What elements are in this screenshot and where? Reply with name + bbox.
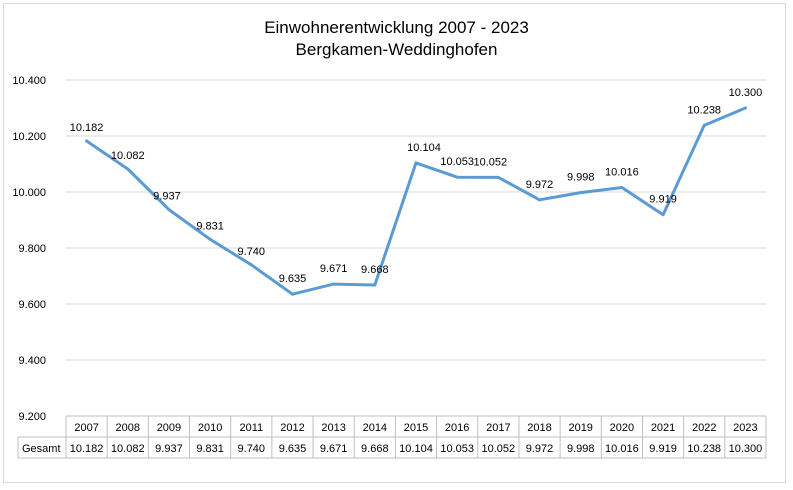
data-label: 10.182	[70, 122, 104, 134]
y-tick-label: 9.800	[18, 243, 46, 255]
data-label: 10.053	[440, 156, 474, 168]
y-axis-ticks: 9.200 9.400 9.600 9.800 10.000 10.200 10.400	[12, 75, 46, 423]
data-label: 9.635	[279, 273, 307, 285]
x-tick-label: 2022	[692, 422, 716, 434]
data-point	[620, 186, 624, 190]
x-tick-label: 2011	[239, 422, 263, 434]
data-label: 9.937	[153, 191, 181, 203]
x-tick-label: 2012	[280, 422, 304, 434]
data-label: 9.972	[526, 179, 554, 191]
table-value-cell: 9.998	[567, 443, 595, 455]
x-tick-label: 2010	[198, 422, 222, 434]
x-tick-label: 2021	[651, 422, 675, 434]
table-value-cell: 9.972	[526, 443, 554, 455]
data-point	[579, 191, 583, 195]
x-tick-label: 2014	[363, 422, 387, 434]
x-tick-label: 2017	[486, 422, 510, 434]
table-value-cell: 10.300	[729, 443, 763, 455]
data-label: 9.671	[320, 263, 348, 275]
data-point	[538, 198, 542, 202]
table-value-cell: 9.937	[155, 443, 183, 455]
data-point	[496, 175, 500, 179]
data-labels: 10.182 10.082 9.937 9.831 9.740 9.635 9.671 9.6…	[70, 87, 762, 285]
table-value-cell: 10.052	[482, 443, 516, 455]
x-tick-label: 2009	[157, 422, 181, 434]
data-point	[373, 283, 377, 287]
data-point	[661, 213, 665, 217]
data-point	[455, 175, 459, 179]
data-label: 9.831	[196, 220, 224, 232]
data-point	[85, 139, 89, 143]
x-tick-label: 2015	[404, 422, 428, 434]
table-value-cell: 9.919	[649, 443, 677, 455]
table-value-cell: 10.104	[399, 443, 433, 455]
x-tick-label: 2016	[445, 422, 469, 434]
x-tick-label: 2020	[610, 422, 634, 434]
chart-title: Einwohnerentwicklung 2007 - 2023	[264, 18, 529, 37]
data-label: 10.082	[111, 150, 145, 162]
data-point	[126, 167, 130, 171]
data-label: 9.919	[649, 194, 677, 206]
chart-subtitle: Bergkamen-Weddinghofen	[295, 40, 498, 59]
table-value-cell: 9.635	[279, 443, 307, 455]
x-tick-label: 2018	[527, 422, 551, 434]
data-label: 9.998	[567, 172, 595, 184]
x-tick-label: 2008	[116, 422, 140, 434]
table-value-cell: 9.831	[196, 443, 224, 455]
data-label: 10.300	[729, 87, 763, 99]
data-point	[702, 123, 706, 127]
y-tick-label: 10.200	[12, 131, 46, 143]
y-tick-label: 10.000	[12, 187, 46, 199]
x-tick-label: 2019	[568, 422, 592, 434]
table-value-cell: 10.238	[687, 443, 721, 455]
table-value-cell: 10.053	[440, 443, 474, 455]
x-tick-label: 2013	[321, 422, 345, 434]
table-value-cell: 9.668	[361, 443, 389, 455]
gridlines	[66, 79, 766, 417]
chart-frame	[3, 3, 786, 483]
table-row-header: Gesamt	[22, 443, 61, 455]
x-tick-label: 2023	[733, 422, 757, 434]
data-point	[332, 282, 336, 286]
x-tick-label: 2007	[74, 422, 98, 434]
table-value-cell: 9.671	[320, 443, 348, 455]
table-value-cell: 10.082	[111, 443, 145, 455]
data-label: 10.052	[474, 156, 508, 168]
data-point	[414, 161, 418, 165]
table-value-cell: 9.740	[238, 443, 266, 455]
table-value-cell: 10.016	[605, 443, 639, 455]
data-label: 9.668	[361, 264, 389, 276]
data-label: 10.104	[407, 142, 441, 154]
data-table: Gesamt 2007 10.182 2008 10.082 2009 9.937 2010 9…	[17, 415, 767, 459]
data-label: 9.740	[238, 246, 266, 258]
data-point	[167, 208, 171, 212]
y-tick-label: 9.600	[18, 299, 46, 311]
y-tick-label: 10.400	[12, 75, 46, 87]
table-value-cell: 10.182	[70, 443, 104, 455]
y-tick-label: 9.400	[18, 355, 46, 367]
y-tick-label: 9.200	[18, 411, 46, 423]
data-point	[290, 292, 294, 296]
data-point	[208, 237, 212, 241]
series-gesamt	[85, 106, 747, 296]
data-point	[743, 106, 747, 110]
data-label: 10.016	[605, 167, 639, 179]
data-point	[249, 263, 253, 267]
data-label: 10.238	[687, 104, 721, 116]
